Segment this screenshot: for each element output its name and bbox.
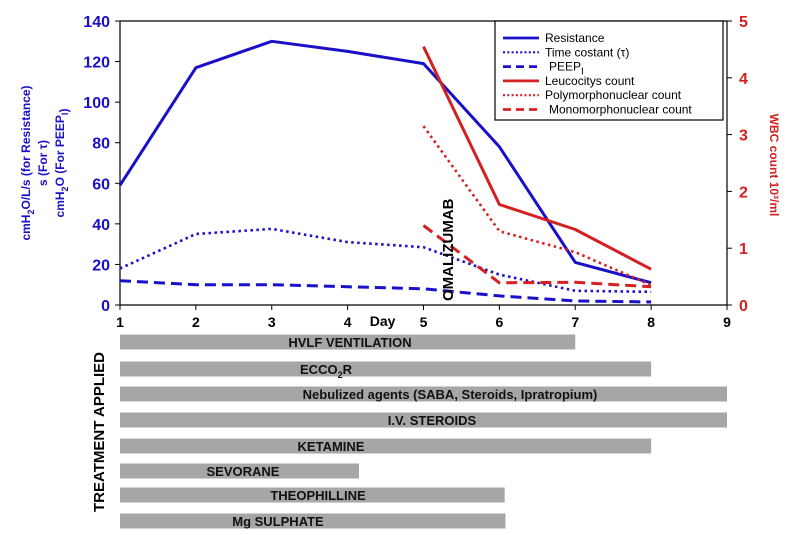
x-tick-label: 9 (723, 314, 731, 330)
series-line-resistance (118, 39, 652, 285)
x-tick-label: 7 (571, 314, 579, 330)
x-tick-label: 1 (116, 314, 124, 330)
left-tick-label: 40 (92, 217, 110, 234)
left-tick-label: 20 (92, 257, 110, 274)
series-layer (118, 39, 652, 304)
legend-label: Monomorphonuclear count (549, 103, 692, 117)
left-tick-label: 80 (92, 136, 110, 153)
x-axis-ticks: 1 2 3 4 5 6 7 8 9 Day (116, 305, 731, 330)
right-tick-label: 5 (739, 14, 748, 31)
treatment-bar-label: HVLF VENTILATION (288, 335, 411, 350)
treatment-bar (120, 386, 727, 402)
left-axis-ticks: 0 20 40 60 80 100 120 140 (83, 14, 120, 315)
legend-label: Leucocitys count (545, 74, 635, 88)
treatment-bar (120, 361, 652, 377)
annotation-layer: OMALIZUMAB (440, 198, 457, 301)
treatment-bar-label: THEOPHILLINE (270, 488, 366, 503)
right-tick-label: 4 (739, 71, 748, 88)
treatment-panel: HVLF VENTILATION ECCO2R Nebulized agents (… (91, 334, 727, 529)
treatment-bar-label: I.V. STEROIDS (388, 413, 477, 428)
left-axis-title-line: s (For τ) (36, 140, 50, 186)
right-tick-label: 0 (739, 298, 748, 315)
legend-label: Time costant (τ) (545, 45, 629, 59)
treatment-bar-label: KETAMINE (298, 439, 365, 454)
treatment-bar (120, 438, 652, 454)
series-line-time-costant (119, 227, 652, 294)
treatment-bar-label: ECCO2R (300, 362, 353, 380)
axis-titles: cmH2O/L/s (for Resistance) s (For τ)cmH2O… (19, 85, 781, 240)
right-tick-label: 1 (739, 241, 748, 258)
x-tick-label: 5 (420, 314, 428, 330)
series-line-peepi (119, 279, 652, 304)
left-tick-label: 140 (83, 14, 110, 31)
x-tick-label: 8 (647, 314, 655, 330)
x-tick-label: 4 (344, 314, 352, 330)
x-tick-label: 2 (192, 314, 200, 330)
treatment-bar (120, 412, 727, 428)
treatment-bar (120, 334, 576, 350)
left-tick-label: 100 (83, 95, 110, 112)
left-axis-title-line: cmH2O/L/s (for Resistance) (19, 85, 36, 240)
treatment-bar-label: Mg SULPHATE (232, 514, 324, 529)
treatment-bar-label: SEVORANE (207, 464, 280, 479)
legend-label: PEEPI (549, 60, 584, 78)
x-tick-label: 3 (268, 314, 276, 330)
right-axis-ticks: 0 1 2 3 4 5 (727, 14, 748, 315)
left-axis-title-line: cmH2O (For PEEPI) (53, 109, 71, 218)
left-tick-label: 60 (92, 176, 110, 193)
treatment-bar-label: Nebulized agents (SABA, Steroids, Ipratr… (303, 387, 598, 402)
series-line-polymorphonuclear-count (422, 125, 652, 287)
left-tick-label: 0 (101, 298, 110, 315)
legend-label: Resistance (545, 31, 605, 45)
x-tick-label: 6 (495, 314, 503, 330)
right-tick-label: 2 (739, 184, 748, 201)
series-line-monomorphonuclear-count (422, 224, 652, 289)
series-line-leucocitys-count (422, 45, 652, 271)
left-tick-label: 120 (83, 55, 110, 72)
legend-label: Polymorphonuclear count (545, 88, 682, 102)
omalizumab-annotation: OMALIZUMAB (440, 198, 457, 301)
right-axis-title: WBC count 10³/ml (767, 114, 781, 217)
treatment-bar (120, 463, 360, 479)
treatment-panel-title: TREATMENT APPLIED (91, 352, 108, 512)
treatment-bar (120, 513, 506, 529)
right-tick-label: 3 (739, 128, 748, 145)
x-axis-title: Day (370, 313, 396, 329)
treatment-bar (120, 487, 505, 503)
